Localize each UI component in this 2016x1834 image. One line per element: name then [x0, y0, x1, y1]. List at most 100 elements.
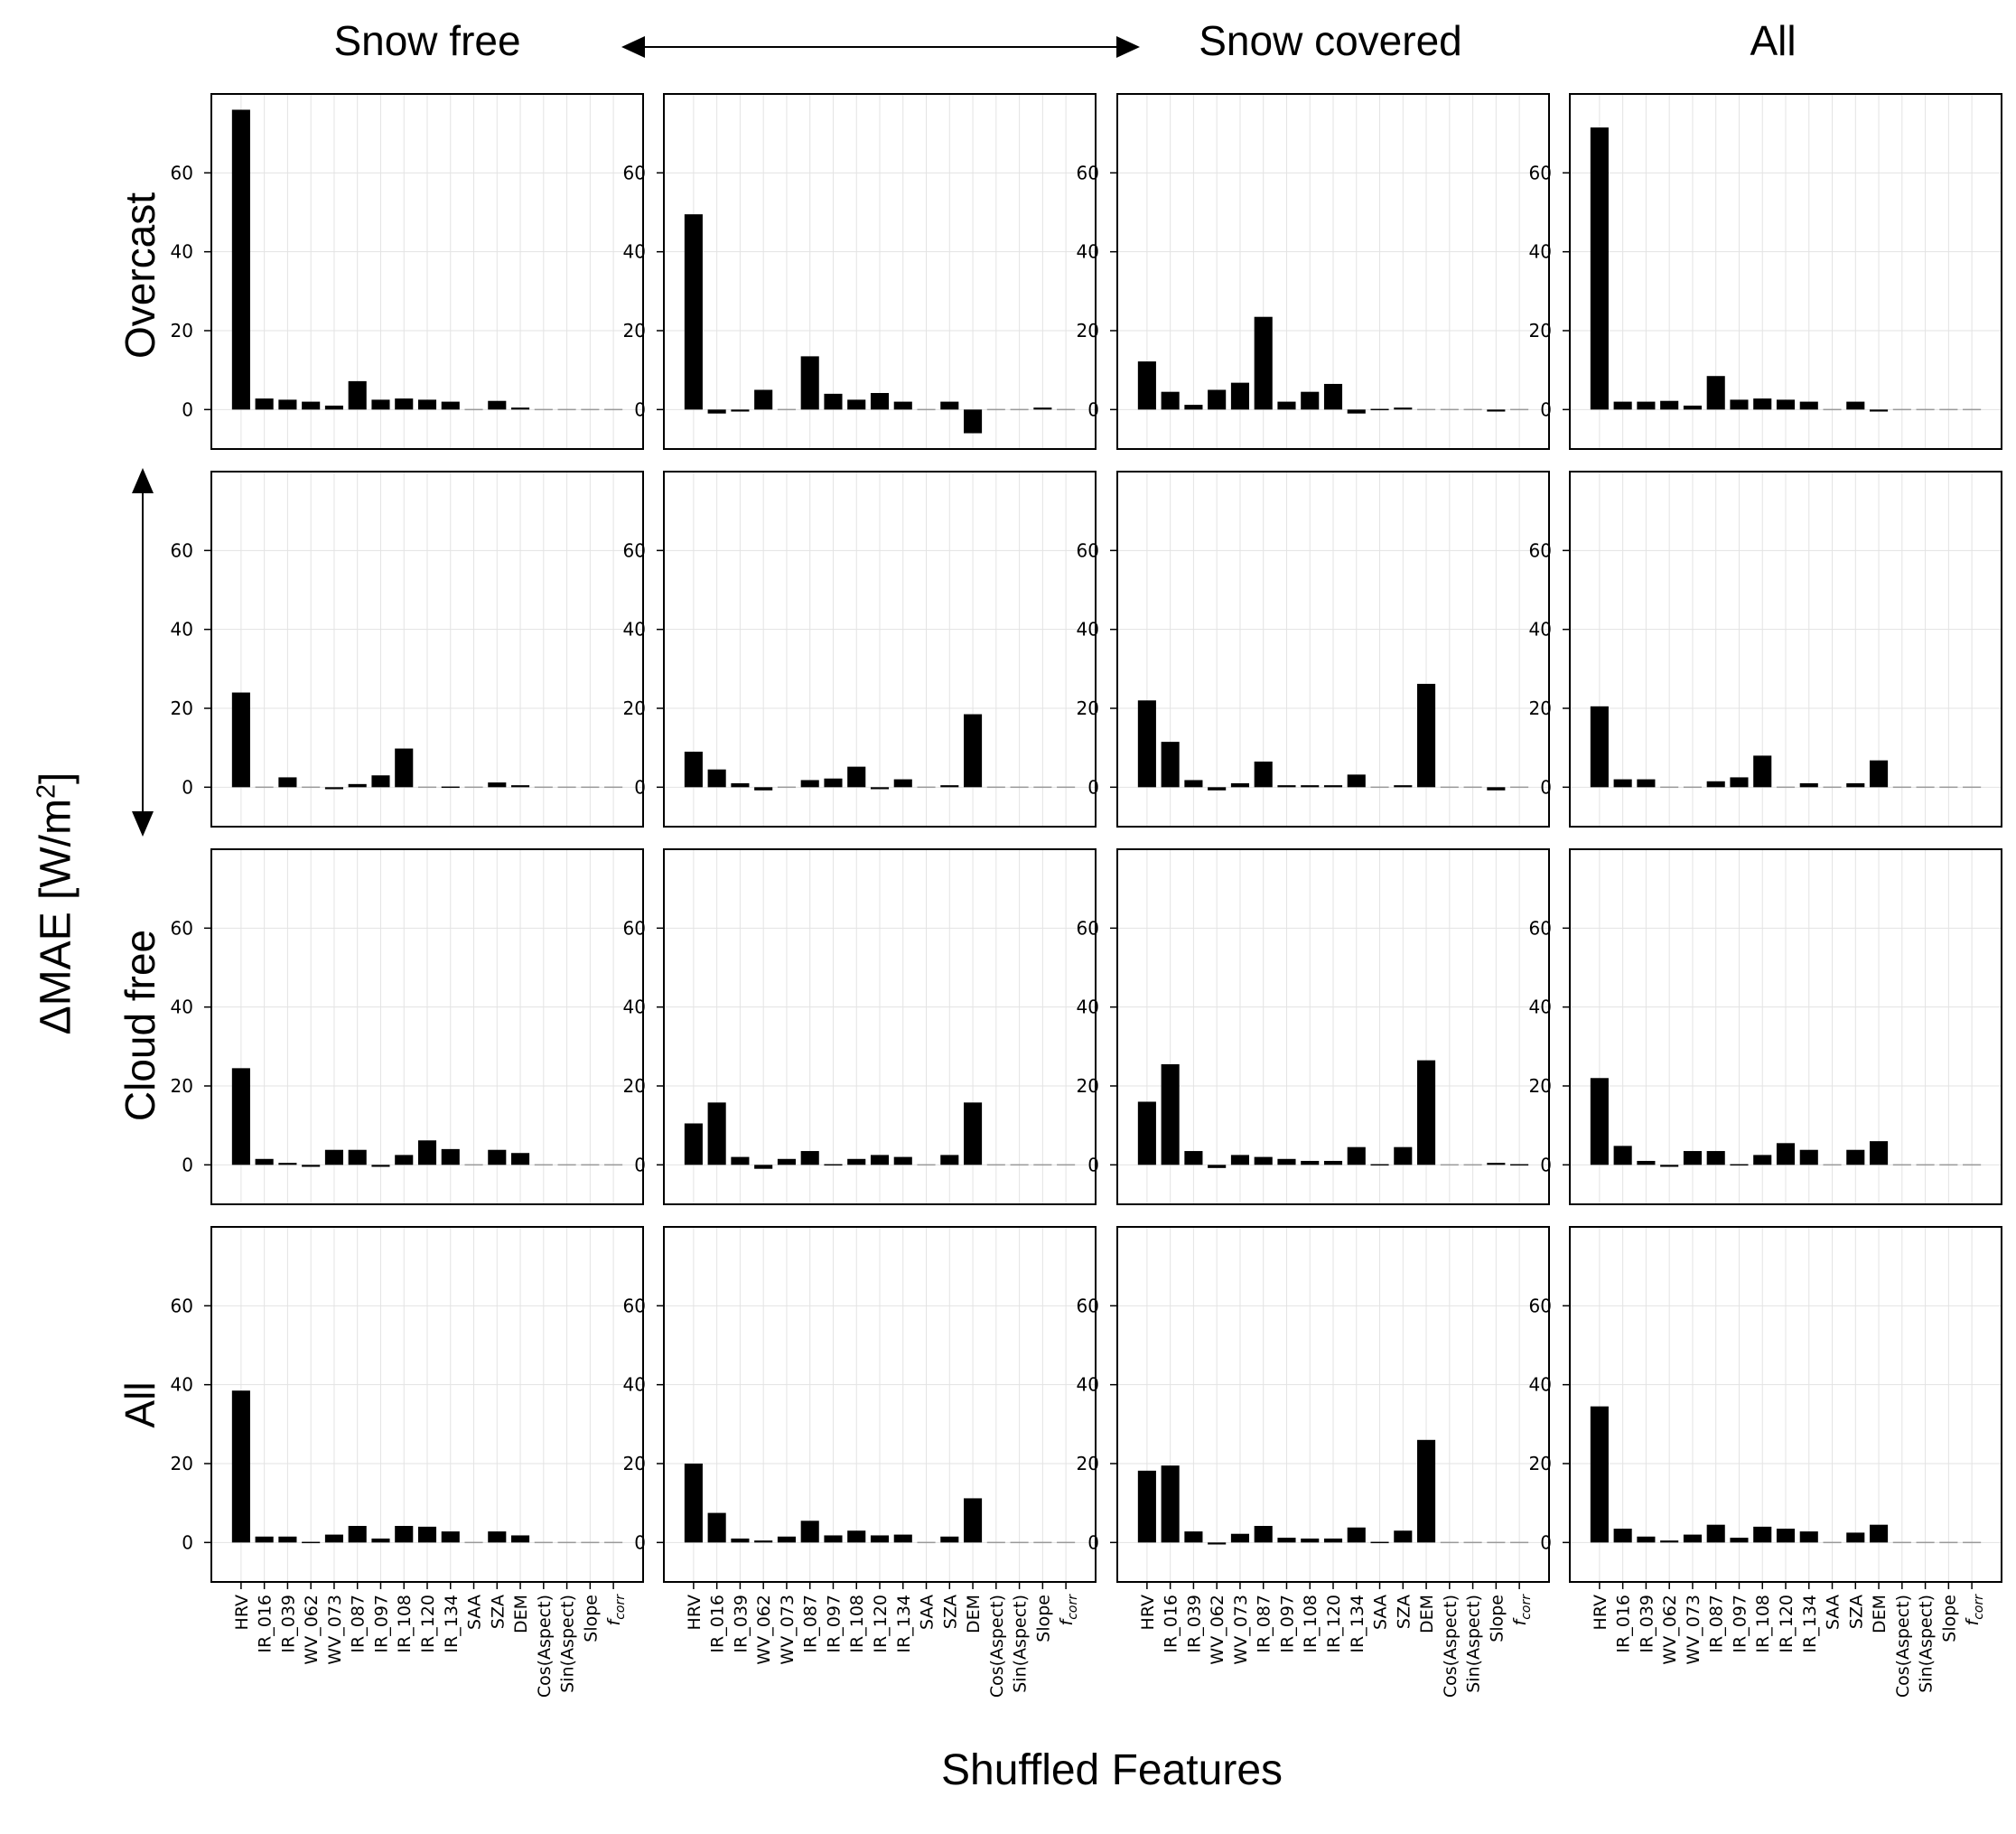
x-tick-label: IR_108 — [1301, 1595, 1321, 1653]
bar-f_corr — [1963, 1164, 1982, 1166]
bar-Sin(Aspect) — [1916, 786, 1935, 789]
y-tick-label: 40 — [623, 241, 646, 263]
y-tick-label: 40 — [1529, 241, 1552, 263]
bar-Slope — [1033, 1164, 1052, 1166]
bar-IR_120 — [1776, 786, 1796, 789]
x-tick-label: WV_062 — [1660, 1595, 1680, 1665]
bar-IR_039 — [731, 1538, 750, 1543]
x-tick-label: Cos(Aspect) — [987, 1595, 1007, 1698]
bar-IR_120 — [417, 399, 437, 410]
bar-IR_097 — [1277, 401, 1296, 410]
bar-f_corr — [1057, 786, 1076, 789]
y-tick-label: 20 — [1529, 320, 1552, 342]
bar-IR_039 — [1184, 1531, 1203, 1543]
bar-SZA — [940, 1155, 959, 1165]
x-tick-label: IR_039 — [731, 1595, 751, 1653]
bar-IR_120 — [1776, 1143, 1796, 1165]
bar-HRV — [231, 1068, 250, 1165]
bar-IR_134 — [441, 1531, 460, 1543]
y-tick-label: 60 — [1529, 917, 1552, 939]
bar-Cos(Aspect) — [1892, 408, 1911, 411]
y-tick-label: 40 — [171, 241, 193, 263]
y-tick-label: 40 — [1077, 241, 1099, 263]
bar-SZA — [488, 1149, 507, 1165]
x-tick-label: Sin(Aspect) — [558, 1595, 578, 1693]
bar-Slope — [1939, 786, 1958, 789]
bar-IR_097 — [824, 778, 843, 788]
x-tick-label: IR_016 — [1614, 1595, 1634, 1653]
bar-Cos(Aspect) — [534, 1164, 553, 1166]
y-tick-label: 0 — [182, 1531, 193, 1553]
bar-IR_134 — [1799, 1531, 1818, 1543]
y-tick-label: 20 — [623, 1453, 646, 1474]
y-tick-label: 40 — [1529, 1374, 1552, 1396]
panel-r1-c1: 0 20 40 60 — [623, 471, 1097, 828]
x-tick-label: IR_120 — [1324, 1595, 1344, 1653]
y-tick-label: 20 — [623, 697, 646, 719]
bar-Sin(Aspect) — [1916, 408, 1935, 411]
bar-IR_087 — [1254, 761, 1273, 788]
bar-SZA — [488, 1531, 507, 1543]
bar-WV_073 — [777, 1536, 796, 1543]
y-tick-label: 40 — [1077, 1374, 1099, 1396]
x-tick-label: IR_016 — [708, 1595, 728, 1653]
bar-Cos(Aspect) — [534, 408, 553, 411]
bar-Slope — [581, 408, 600, 411]
bar-WV_073 — [777, 786, 796, 789]
bar-SZA — [1846, 782, 1865, 788]
bar-Cos(Aspect) — [1440, 408, 1459, 411]
bar-f_corr — [1057, 1164, 1076, 1166]
x-axis-label: Shuffled Features — [940, 1746, 1283, 1794]
bar-IR_097 — [1277, 1538, 1296, 1543]
bar-IR_134 — [893, 1156, 912, 1165]
x-tick-label: Slope — [1033, 1595, 1053, 1642]
bar-WV_073 — [1683, 786, 1702, 789]
bar-Slope — [1033, 407, 1052, 410]
x-tick-label: HRV — [1591, 1595, 1610, 1630]
y-tick-label: 20 — [1077, 1453, 1099, 1474]
y-tick-label: 60 — [1077, 162, 1099, 183]
bar-IR_108 — [1753, 755, 1772, 788]
bar-WV_073 — [1683, 405, 1702, 410]
bar-SAA — [464, 1164, 483, 1166]
bar-Slope — [1939, 1541, 1958, 1544]
bar-DEM — [964, 714, 983, 788]
bar-SAA — [917, 1541, 936, 1544]
horizontal-double-arrow-icon — [621, 36, 1140, 58]
bar-Sin(Aspect) — [557, 1164, 576, 1166]
x-tick-label: SZA — [940, 1595, 960, 1629]
panel-r0-c3: 0 20 40 60 — [1529, 93, 2002, 450]
bar-HRV — [684, 752, 703, 788]
x-tick-label: Cos(Aspect) — [1441, 1595, 1461, 1698]
y-tick-label: 20 — [171, 697, 193, 719]
x-tick-label: WV_073 — [1231, 1595, 1251, 1665]
bar-f_corr — [604, 1164, 623, 1166]
panel-r2-c0: 0 20 40 60 — [171, 848, 644, 1205]
bar-IR_108 — [1301, 1160, 1320, 1165]
bar-IR_087 — [348, 380, 367, 410]
bar-IR_108 — [847, 766, 866, 788]
x-tick-label: IR_097 — [371, 1595, 391, 1653]
bar-Slope — [581, 1164, 600, 1166]
bar-HRV — [1590, 1406, 1609, 1543]
x-tick-label: Cos(Aspect) — [535, 1595, 555, 1698]
bar-IR_097 — [1277, 785, 1296, 788]
y-tick-label: 40 — [1077, 997, 1099, 1018]
x-tick-label: Sin(Aspect) — [1917, 1595, 1937, 1693]
bar-Sin(Aspect) — [1463, 786, 1482, 789]
bar-f_corr — [1510, 408, 1529, 411]
bar-Slope — [1487, 1163, 1506, 1165]
y-tick-label: 60 — [1077, 917, 1099, 939]
y-tick-label: 0 — [634, 1531, 646, 1553]
panel-frame — [1116, 471, 1550, 828]
bar-DEM — [964, 1102, 983, 1165]
bar-IR_120 — [417, 1526, 437, 1543]
bar-IR_097 — [1730, 399, 1749, 410]
bar-IR_016 — [255, 1158, 274, 1165]
bar-WV_073 — [1230, 382, 1249, 410]
x-tick-label: WV_073 — [325, 1595, 345, 1665]
bar-IR_016 — [1613, 401, 1632, 410]
bar-SAA — [1370, 1164, 1389, 1166]
x-tick-label: SZA — [488, 1595, 508, 1629]
x-tick-label: fcorr — [604, 1594, 628, 1626]
